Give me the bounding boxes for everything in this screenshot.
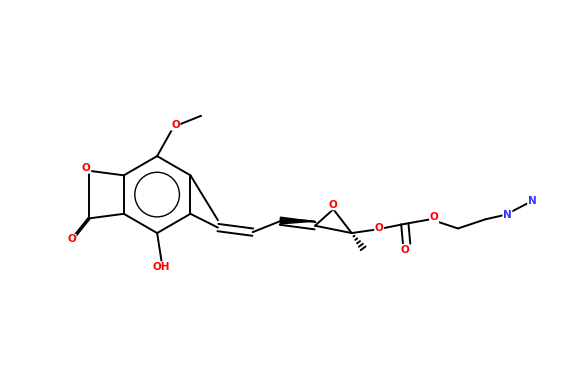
Text: O: O bbox=[171, 120, 180, 130]
Text: N: N bbox=[503, 210, 512, 220]
Text: N: N bbox=[528, 196, 536, 206]
Text: O: O bbox=[430, 212, 438, 222]
Text: O: O bbox=[329, 200, 338, 210]
Text: OH: OH bbox=[153, 262, 170, 272]
Text: O: O bbox=[67, 234, 76, 244]
Polygon shape bbox=[280, 218, 315, 224]
Text: O: O bbox=[82, 163, 90, 173]
Text: O: O bbox=[400, 245, 409, 255]
Text: O: O bbox=[375, 223, 384, 233]
Text: O: O bbox=[575, 223, 576, 233]
